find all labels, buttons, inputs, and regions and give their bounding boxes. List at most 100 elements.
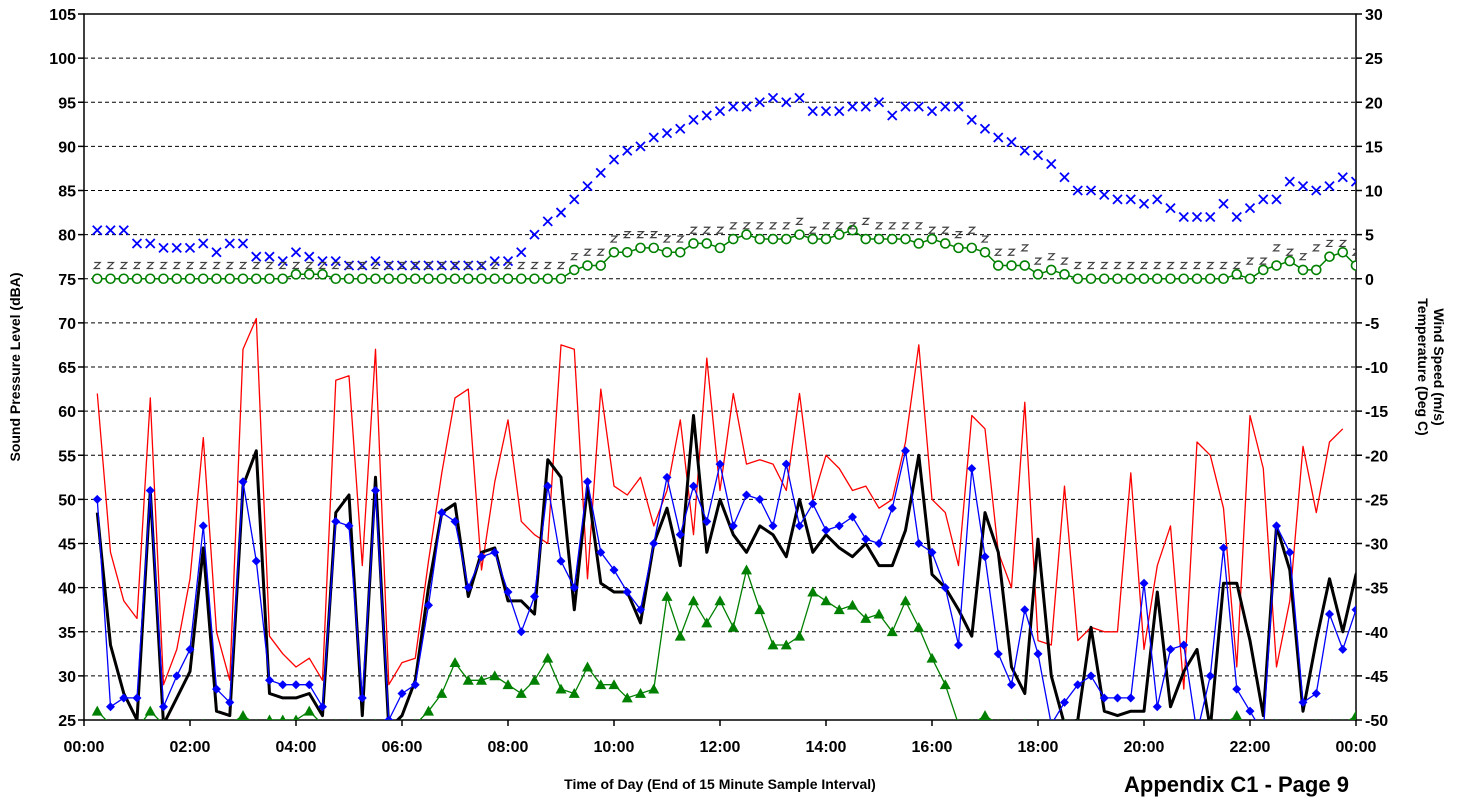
x-marker bbox=[1205, 211, 1216, 223]
diamond-marker bbox=[1126, 693, 1136, 703]
x-tick-label: 10:00 bbox=[594, 739, 635, 756]
circle-marker bbox=[953, 242, 964, 254]
triangle-marker bbox=[1328, 718, 1331, 720]
z-marker bbox=[1126, 261, 1136, 270]
diamond-marker bbox=[887, 503, 897, 513]
z-marker bbox=[1325, 239, 1334, 248]
x-marker bbox=[555, 207, 567, 218]
y-tick-label-left: 55 bbox=[58, 448, 76, 465]
diamond-marker bbox=[768, 521, 778, 531]
diamond-marker bbox=[795, 521, 804, 531]
z-marker bbox=[1311, 244, 1321, 252]
y-axis-right-title-temperature: Temperature (Deg C) bbox=[1415, 298, 1431, 435]
z-marker bbox=[781, 222, 791, 230]
z-marker bbox=[172, 261, 182, 270]
z-marker bbox=[132, 261, 142, 270]
triangle-marker bbox=[1342, 718, 1344, 720]
x-marker bbox=[145, 238, 156, 249]
gridlines bbox=[84, 57, 1356, 677]
diamond-marker bbox=[1139, 578, 1149, 588]
diamond-marker bbox=[808, 499, 818, 509]
diamond-marker bbox=[1007, 680, 1016, 690]
x-marker bbox=[688, 114, 699, 126]
diamond-marker bbox=[1205, 671, 1215, 681]
triangle-marker bbox=[608, 679, 620, 690]
z-marker bbox=[795, 217, 804, 225]
z-marker bbox=[1258, 257, 1268, 265]
y-tick-label-right: -15 bbox=[1365, 404, 1388, 421]
circle-marker bbox=[1204, 273, 1216, 285]
circle-marker bbox=[91, 273, 103, 285]
diamond-marker bbox=[1099, 693, 1109, 703]
x-marker bbox=[767, 92, 779, 103]
y-tick-label-right: 5 bbox=[1365, 228, 1374, 245]
triangle-marker bbox=[900, 595, 911, 606]
diamond-marker bbox=[702, 516, 712, 526]
z-marker bbox=[1086, 261, 1096, 270]
z-marker bbox=[357, 261, 367, 270]
circle-marker bbox=[1125, 273, 1137, 285]
triangle-marker bbox=[957, 718, 960, 720]
circle-marker bbox=[1271, 260, 1282, 271]
x-marker bbox=[1152, 194, 1163, 205]
triangle-marker bbox=[361, 718, 363, 720]
z-marker bbox=[1338, 239, 1348, 248]
series-0-red-line bbox=[96, 317, 1344, 690]
z-marker bbox=[212, 261, 221, 270]
triangle-marker bbox=[621, 692, 633, 703]
x-marker bbox=[940, 101, 951, 112]
triangle-marker bbox=[648, 683, 660, 694]
x-marker bbox=[807, 105, 818, 117]
diamond-marker bbox=[1179, 640, 1189, 650]
triangle-marker bbox=[979, 710, 991, 720]
x-marker bbox=[993, 132, 1004, 143]
triangle-marker bbox=[502, 679, 514, 690]
series-5-green-circle-line bbox=[91, 224, 1356, 285]
z-marker bbox=[1166, 261, 1175, 270]
z-marker bbox=[821, 222, 831, 230]
x-tick-label: 16:00 bbox=[912, 739, 953, 756]
circle-marker bbox=[767, 233, 779, 245]
x-marker bbox=[860, 101, 871, 112]
triangle-marker bbox=[449, 657, 461, 668]
triangle-marker bbox=[582, 661, 593, 672]
diamond-marker bbox=[318, 702, 327, 712]
circle-marker bbox=[582, 260, 593, 271]
x-marker bbox=[728, 101, 739, 112]
diamond-marker bbox=[490, 547, 500, 557]
series-1-black-line bbox=[95, 414, 1356, 720]
page-footer: Appendix C1 - Page 9 bbox=[1124, 772, 1349, 797]
triangle-marker bbox=[255, 718, 257, 720]
circle-marker bbox=[794, 229, 805, 240]
x-marker bbox=[608, 154, 620, 165]
x-marker bbox=[171, 242, 182, 253]
diamond-marker bbox=[92, 494, 102, 504]
triangle-marker bbox=[489, 670, 501, 681]
y-axis-right-title-wind: Wind Speed (m/s) bbox=[1431, 308, 1447, 425]
triangle-marker bbox=[423, 705, 434, 716]
x-marker bbox=[820, 105, 832, 117]
z-marker bbox=[371, 261, 380, 270]
x-marker bbox=[847, 101, 858, 112]
triangle-marker bbox=[1103, 718, 1105, 720]
triangle-marker bbox=[1275, 718, 1278, 720]
z-marker bbox=[198, 261, 208, 270]
x-marker bbox=[92, 225, 103, 236]
circle-marker bbox=[158, 273, 169, 285]
x-marker bbox=[1099, 189, 1110, 201]
z-marker bbox=[1298, 253, 1308, 261]
circle-marker bbox=[648, 242, 660, 254]
circle-marker bbox=[820, 233, 832, 245]
diamond-marker bbox=[993, 649, 1003, 659]
circle-marker bbox=[1337, 246, 1349, 258]
circle-marker bbox=[741, 229, 752, 240]
z-marker bbox=[768, 222, 778, 230]
x-marker bbox=[900, 101, 911, 112]
x-marker bbox=[330, 255, 341, 267]
z-marker bbox=[1205, 261, 1215, 270]
x-marker bbox=[953, 101, 964, 112]
z-marker bbox=[318, 261, 327, 270]
z-marker bbox=[993, 248, 1003, 256]
x-marker bbox=[1297, 180, 1309, 192]
triangle-marker bbox=[727, 621, 739, 632]
